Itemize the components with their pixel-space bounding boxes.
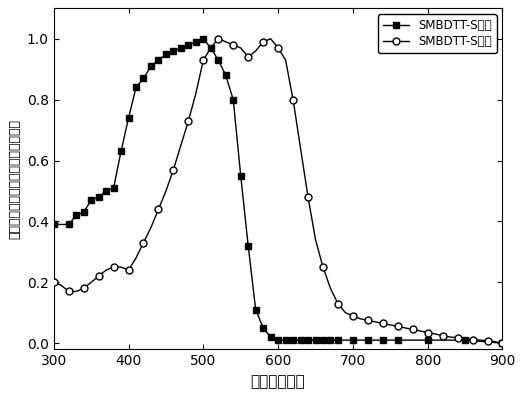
SMBDTT-S溶液 bbox=[170, 48, 177, 53]
SMBDTT-S薄膜 bbox=[140, 240, 147, 245]
SMBDTT-S溶液 bbox=[462, 338, 468, 343]
SMBDTT-S溶液 bbox=[350, 338, 356, 343]
SMBDTT-S溶液 bbox=[208, 46, 214, 50]
Y-axis label: 归一化的紫外可见光吸收（吸光度）: 归一化的紫外可见光吸收（吸光度） bbox=[8, 119, 21, 239]
SMBDTT-S溶液 bbox=[282, 338, 289, 343]
SMBDTT-S溶液 bbox=[185, 42, 191, 47]
Line: SMBDTT-S薄膜: SMBDTT-S薄膜 bbox=[50, 35, 506, 347]
SMBDTT-S溶液 bbox=[223, 73, 229, 78]
SMBDTT-S溶液 bbox=[305, 338, 311, 343]
SMBDTT-S薄膜 bbox=[447, 335, 453, 339]
SMBDTT-S溶液 bbox=[148, 64, 154, 69]
SMBDTT-S溶液 bbox=[267, 335, 274, 339]
SMBDTT-S溶液 bbox=[328, 338, 334, 343]
SMBDTT-S溶液 bbox=[260, 326, 266, 330]
SMBDTT-S溶液 bbox=[125, 116, 132, 120]
SMBDTT-S溶液 bbox=[499, 341, 506, 345]
SMBDTT-S薄膜 bbox=[215, 37, 222, 41]
SMBDTT-S溶液 bbox=[275, 338, 281, 343]
SMBDTT-S溶液 bbox=[335, 338, 341, 343]
SMBDTT-S溶液 bbox=[395, 338, 401, 343]
SMBDTT-S溶液 bbox=[133, 85, 139, 90]
SMBDTT-S溶液 bbox=[245, 243, 252, 248]
SMBDTT-S薄膜 bbox=[208, 46, 214, 50]
SMBDTT-S薄膜 bbox=[499, 341, 506, 345]
SMBDTT-S溶液 bbox=[163, 52, 169, 56]
SMBDTT-S溶液 bbox=[73, 213, 79, 218]
X-axis label: 波长（纳米）: 波长（纳米） bbox=[251, 374, 305, 389]
SMBDTT-S溶液 bbox=[298, 338, 304, 343]
SMBDTT-S溶液 bbox=[111, 185, 117, 190]
SMBDTT-S溶液 bbox=[81, 210, 87, 215]
SMBDTT-S溶液 bbox=[118, 149, 124, 154]
SMBDTT-S溶液 bbox=[103, 189, 109, 193]
SMBDTT-S溶液 bbox=[193, 39, 199, 44]
SMBDTT-S薄膜 bbox=[51, 280, 57, 285]
SMBDTT-S溶液 bbox=[178, 46, 184, 50]
SMBDTT-S溶液 bbox=[88, 198, 94, 202]
SMBDTT-S溶液 bbox=[365, 338, 371, 343]
SMBDTT-S溶液 bbox=[320, 338, 326, 343]
SMBDTT-S溶液 bbox=[230, 97, 236, 102]
SMBDTT-S溶液 bbox=[200, 37, 206, 41]
SMBDTT-S溶液 bbox=[66, 222, 72, 227]
SMBDTT-S溶液 bbox=[380, 338, 386, 343]
SMBDTT-S薄膜 bbox=[298, 146, 304, 151]
Line: SMBDTT-S溶液: SMBDTT-S溶液 bbox=[51, 36, 506, 346]
SMBDTT-S溶液 bbox=[215, 58, 222, 62]
SMBDTT-S溶液 bbox=[140, 76, 147, 81]
SMBDTT-S薄膜 bbox=[155, 207, 161, 212]
SMBDTT-S溶液 bbox=[51, 222, 57, 227]
SMBDTT-S溶液 bbox=[253, 307, 259, 312]
Legend: SMBDTT-S溶液, SMBDTT-S薄膜: SMBDTT-S溶液, SMBDTT-S薄膜 bbox=[378, 14, 497, 53]
SMBDTT-S溶液 bbox=[155, 58, 161, 62]
SMBDTT-S溶液 bbox=[290, 338, 296, 343]
SMBDTT-S溶液 bbox=[424, 338, 431, 343]
SMBDTT-S薄膜 bbox=[328, 286, 334, 291]
SMBDTT-S溶液 bbox=[237, 173, 244, 178]
SMBDTT-S溶液 bbox=[95, 195, 102, 199]
SMBDTT-S溶液 bbox=[312, 338, 319, 343]
